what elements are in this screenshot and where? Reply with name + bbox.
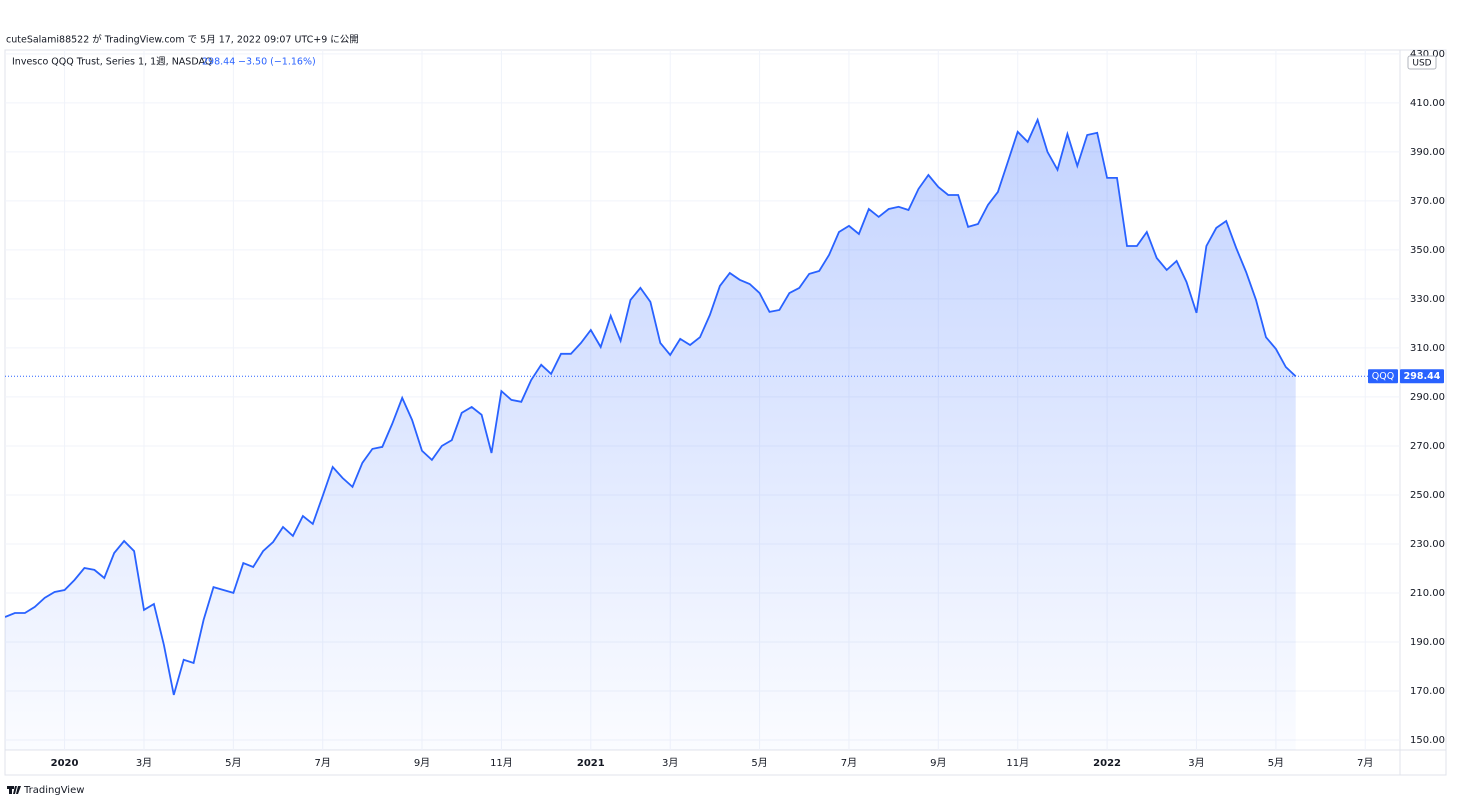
y-tick-label: 170.00 bbox=[1410, 686, 1445, 697]
x-tick-label: 5月 bbox=[1268, 757, 1284, 769]
x-tick-label: 11月 bbox=[1006, 757, 1029, 769]
legend-price: 298.44 bbox=[202, 57, 235, 68]
y-tick-label: 290.00 bbox=[1410, 392, 1445, 403]
y-tick-label: 310.00 bbox=[1410, 343, 1445, 354]
y-tick-label: 250.00 bbox=[1410, 490, 1445, 501]
x-tick-label: 11月 bbox=[490, 757, 513, 769]
tv-logo bbox=[7, 786, 21, 794]
price-tag-label: 298.44 bbox=[1404, 371, 1441, 382]
x-tick-label: 7月 bbox=[315, 757, 331, 769]
footer-brand: TradingView bbox=[23, 785, 84, 796]
x-tick-label: 2021 bbox=[577, 758, 605, 769]
price-tag bbox=[1400, 369, 1444, 384]
y-tick-label: 150.00 bbox=[1410, 735, 1445, 746]
legend-title: Invesco QQQ Trust, Series 1, 1週, NASDAQ bbox=[12, 56, 212, 68]
price-line bbox=[5, 117, 1297, 696]
publish-header: cuteSalami88522 が TradingView.com で 5月 1… bbox=[6, 34, 359, 46]
x-tick-label: 5月 bbox=[751, 757, 767, 769]
y-tick-label: 430.00 bbox=[1410, 49, 1445, 60]
y-tick-label: 370.00 bbox=[1410, 196, 1445, 207]
x-tick-label: 5月 bbox=[225, 757, 241, 769]
y-tick-label: 190.00 bbox=[1410, 637, 1445, 648]
x-tick-label: 2022 bbox=[1093, 758, 1121, 769]
x-tick-label: 3月 bbox=[1188, 757, 1204, 769]
legend-change: −3.50 (−1.16%) bbox=[238, 57, 316, 68]
x-tick-label: 7月 bbox=[841, 757, 857, 769]
x-tick-label: 2020 bbox=[51, 758, 79, 769]
currency: USD bbox=[1412, 59, 1431, 69]
y-tick-label: 230.00 bbox=[1410, 539, 1445, 550]
y-tick-label: 210.00 bbox=[1410, 588, 1445, 599]
x-tick-label: 9月 bbox=[930, 757, 946, 769]
y-tick-label: 390.00 bbox=[1410, 147, 1445, 158]
x-tick-label: 3月 bbox=[662, 757, 678, 769]
y-tick-label: 270.00 bbox=[1410, 441, 1445, 452]
x-tick-label: 3月 bbox=[136, 757, 152, 769]
plot bbox=[5, 117, 1400, 750]
area-fill bbox=[5, 119, 1296, 750]
chart-frame bbox=[4, 49, 1447, 776]
x-tick-label: 9月 bbox=[414, 757, 430, 769]
symbol-tag-label: QQQ bbox=[1372, 371, 1394, 382]
y-tick-label: 410.00 bbox=[1410, 98, 1445, 109]
y-tick-label: 350.00 bbox=[1410, 245, 1445, 256]
y-tick-label: 330.00 bbox=[1410, 294, 1445, 305]
axes: 150.00 170.00 190.00 210.00 230.00 250.00 270.… bbox=[51, 49, 1445, 769]
currency-box[interactable] bbox=[1407, 55, 1437, 70]
x-tick-label: 7月 bbox=[1357, 757, 1373, 769]
symbol-tag bbox=[1368, 369, 1398, 384]
